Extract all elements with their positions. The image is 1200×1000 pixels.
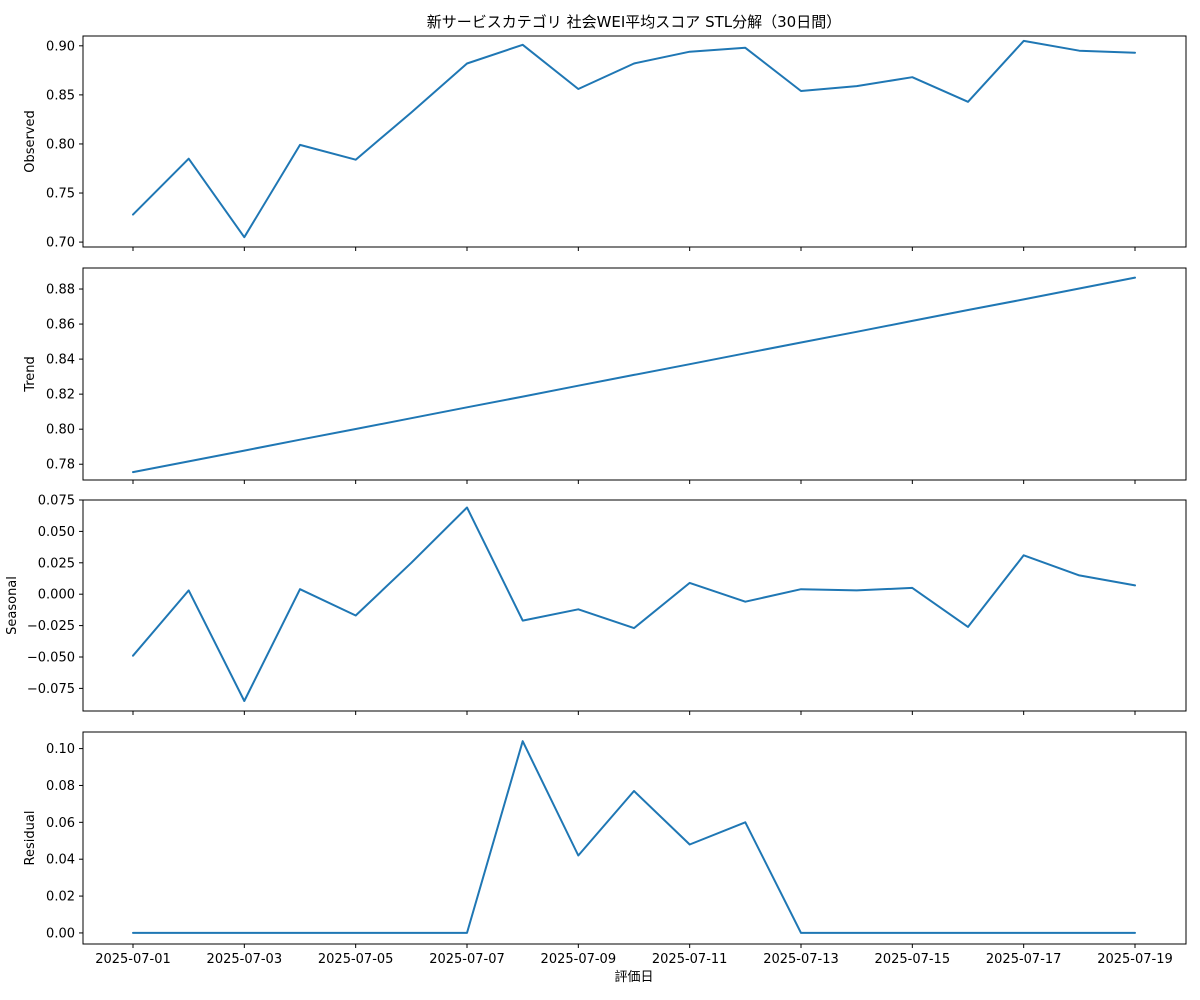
- panel-residual: 0.00 0.02 0.04 0.06 0.08 0.10 Residual 2025-07-…: [23, 731, 1187, 967]
- x-tick-label: 2025-07-05: [318, 952, 394, 967]
- axes-frame: [82, 35, 1187, 248]
- y-tick-label: 0.00: [46, 926, 75, 941]
- y-tick-label: 0.78: [46, 458, 75, 473]
- y-tick-label: 0.000: [38, 588, 75, 603]
- y-tick-label: −0.025: [27, 619, 75, 634]
- x-tick-label: 2025-07-15: [875, 952, 951, 967]
- series-line-trend: [132, 276, 1136, 474]
- y-tick-label: 0.82: [46, 388, 75, 403]
- y-axis-label: Residual: [23, 811, 38, 866]
- y-tick-label: 0.75: [46, 187, 75, 202]
- y-tick-label: 0.04: [46, 853, 75, 868]
- y-tick-label: 0.90: [46, 39, 75, 54]
- x-tick-label: 2025-07-09: [541, 952, 617, 967]
- x-tick-label: 2025-07-01: [95, 952, 171, 967]
- axes-frame: [82, 267, 1187, 481]
- y-tick-label: −0.050: [27, 650, 75, 665]
- panels: 0.70 0.75 0.80 0.85 0.90 Observed 0.78 0.80 0.82…: [5, 35, 1187, 967]
- chart-title: 新サービスカテゴリ 社会WEI平均スコア STL分解（30日間）: [427, 13, 841, 31]
- x-tick-label: 2025-07-13: [763, 952, 839, 967]
- y-tick-label: 0.06: [46, 816, 75, 831]
- y-tick-label: 0.88: [46, 283, 75, 298]
- y-axis-label: Seasonal: [5, 576, 20, 635]
- x-tick-label: 2025-07-17: [986, 952, 1062, 967]
- y-tick-label: −0.075: [27, 682, 75, 697]
- y-tick-label: 0.85: [46, 88, 75, 103]
- x-tick-label: 2025-07-19: [1097, 952, 1173, 967]
- y-tick-label: 0.70: [46, 236, 75, 251]
- x-tick-label: 2025-07-03: [207, 952, 283, 967]
- y-tick-label: 0.80: [46, 423, 75, 438]
- panel-observed: 0.70 0.75 0.80 0.85 0.90 Observed: [23, 35, 1187, 251]
- axes-frame: [82, 731, 1187, 945]
- y-tick-label: 0.10: [46, 742, 75, 757]
- y-tick-label: 0.075: [38, 494, 75, 509]
- y-tick-label: 0.02: [46, 890, 75, 905]
- x-tick-label: 2025-07-07: [429, 952, 505, 967]
- axes-frame: [82, 499, 1187, 712]
- series-line-residual: [132, 740, 1136, 934]
- panel-trend: 0.78 0.80 0.82 0.84 0.86 0.88 Trend: [23, 267, 1187, 484]
- y-axis-label: Observed: [23, 110, 38, 173]
- y-tick-label: 0.80: [46, 137, 75, 152]
- x-tick-label: 2025-07-11: [652, 952, 728, 967]
- y-tick-label: 0.86: [46, 318, 75, 333]
- x-axis-label: 評価日: [614, 970, 653, 985]
- series-line-seasonal: [132, 506, 1136, 702]
- y-tick-label: 0.025: [38, 556, 75, 571]
- series-line-observed: [132, 39, 1136, 239]
- y-axis-label: Trend: [23, 356, 38, 393]
- y-tick-label: 0.08: [46, 779, 75, 794]
- y-tick-label: 0.84: [46, 353, 75, 368]
- y-tick-label: 0.050: [38, 525, 75, 540]
- panel-seasonal: 0.075 0.050 0.025 0.000 −0.025 −0.050 −0.075 Se…: [5, 494, 1187, 715]
